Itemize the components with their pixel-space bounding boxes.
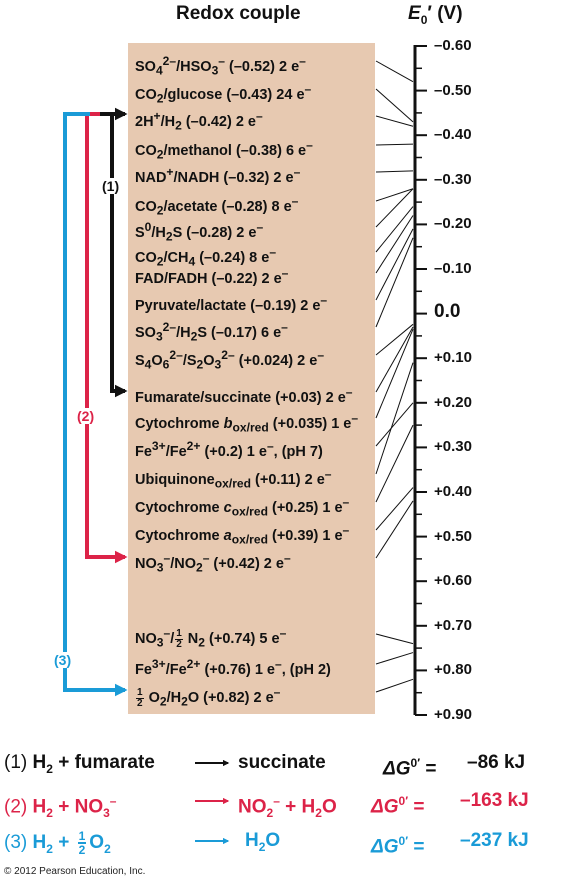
reaction-1-label: (1)	[4, 752, 28, 773]
connector-line	[375, 215, 414, 274]
couple-sulfate-bisulfite: SO42–/HSO3– (–0.52) 2 e–	[135, 54, 306, 78]
reaction-1-product: succinate	[238, 752, 326, 773]
reaction-2-product: NO2– + H2O	[238, 794, 337, 821]
couple-co2-ch4: CO2/CH4 (–0.24) 8 e–	[135, 245, 277, 269]
scale-tick-label: +0.50	[434, 527, 472, 545]
reaction-3: (3) H2 + 1 2 O2	[4, 829, 111, 857]
couple-fe3-fe2-ph2: Fe3+/Fe2+ (+0.76) 1 e–, (pH 2)	[135, 657, 331, 678]
reaction-3-dg-value: –237 kJ	[460, 830, 529, 851]
couple-cytochrome-c: Cytochrome cox/red (+0.25) 1 e–	[135, 495, 350, 519]
scale-ticks	[415, 45, 427, 716]
connector-line	[375, 326, 414, 393]
connector-line	[375, 188, 414, 202]
path-1-arrow	[110, 114, 128, 398]
couple-fumarate-succinate: Fumarate/succinate (+0.03) 2 e–	[135, 385, 353, 406]
connector-line	[375, 487, 414, 531]
connector-line	[375, 237, 414, 328]
couple-co2-glucose: CO2/glucose (–0.43) 24 e–	[135, 82, 312, 106]
scale-tick-label: –0.60	[434, 37, 472, 54]
path-3-arrow	[63, 112, 128, 697]
reaction-1: (1) H2 + fumarate	[4, 752, 155, 776]
couple-fad-fadh: FAD/FADH (–0.22) 2 e–	[135, 266, 289, 287]
scale-tick-label: +0.30	[434, 438, 472, 456]
reaction-2-dg: ΔG0′ =	[371, 794, 425, 818]
reaction-3-dg: ΔG0′ =	[371, 834, 425, 858]
e0-header: E0′ (V)	[408, 3, 463, 27]
scale-tick-label: –0.10	[434, 260, 472, 277]
connector-line	[375, 143, 414, 146]
connector-line	[375, 115, 414, 127]
scale-tick-label: +0.10	[434, 349, 472, 367]
couple-nitrate-n2: NO3–/1 2 N2 (+0.74) 5 e–	[135, 626, 287, 650]
scale-tick-label: +0.70	[434, 616, 472, 634]
connector-line	[375, 60, 414, 83]
scale-tick-label: +0.90	[434, 706, 472, 723]
e0-subscript: 0	[420, 12, 428, 27]
scale-tick-label: –0.40	[434, 126, 472, 144]
connector-line	[375, 323, 414, 356]
reaction-2-label: (2)	[4, 796, 28, 818]
couple-cytochrome-b: Cytochrome box/red (+0.035) 1 e–	[135, 411, 359, 435]
copyright: © 2012 Pearson Education, Inc.	[4, 866, 146, 877]
couple-cytochrome-a: Cytochrome aox/red (+0.39) 1 e–	[135, 523, 350, 547]
couple-co2-acetate: CO2/acetate (–0.28) 8 e–	[135, 194, 299, 218]
connector-line	[375, 402, 414, 447]
connector-line	[375, 500, 414, 559]
couple-nad-nadh: NAD+/NADH (–0.32) 2 e–	[135, 165, 301, 186]
connector-line	[375, 678, 414, 693]
scale-tick-label: 0.0	[434, 300, 461, 322]
connector-line	[375, 633, 414, 645]
scale-tick-label: +0.20	[434, 393, 472, 411]
connector-line	[375, 329, 414, 419]
path-2-arrow	[85, 112, 128, 564]
couple-ubiquinone: Ubiquinoneox/red (+0.11) 2 e–	[135, 467, 332, 491]
connector-line	[375, 188, 414, 228]
path-3-label: (3)	[53, 652, 73, 668]
reaction-1-dg-value: –86 kJ	[467, 752, 526, 773]
e0-symbol: E	[408, 3, 421, 24]
scale-tick-label: +0.80	[434, 661, 472, 679]
redox-couple-header: Redox couple	[176, 3, 301, 24]
scale-tick-label: +0.40	[434, 483, 472, 500]
couple-pyruvate-lactate: Pyruvate/lactate (–0.19) 2 e–	[135, 293, 328, 314]
scale-tick-label: –0.20	[434, 215, 472, 233]
couple-h-h2: 2H+/H2 (–0.42) 2 e–	[135, 109, 263, 133]
connector-line	[375, 88, 414, 123]
scale-tick-label: +0.60	[434, 572, 472, 590]
connector-lines	[375, 60, 414, 693]
reaction-2-dg-value: –163 kJ	[460, 790, 529, 811]
reaction-3-product: H2O	[245, 830, 281, 854]
connector-line	[375, 362, 414, 475]
scale-tick-label: –0.50	[434, 81, 472, 99]
couple-s0-h2s: S0/H2S (–0.28) 2 e–	[135, 220, 264, 244]
couple-tetrathionate-thiosulfate: S4O62–/S2O32– (+0.024) 2 e–	[135, 348, 325, 372]
couple-sulfite-h2s: SO32–/H2S (–0.17) 6 e–	[135, 320, 288, 344]
couple-fe3-fe2-ph7: Fe3+/Fe2+ (+0.2) 1 e–, (pH 7)	[135, 439, 323, 460]
connector-line	[375, 424, 414, 503]
connector-line	[375, 228, 414, 301]
couple-nitrate-nitrite: NO3–/NO2– (+0.42) 2 e–	[135, 551, 291, 575]
scale-tick-label: –0.30	[434, 170, 472, 188]
connector-line	[375, 206, 414, 253]
couple-co2-methanol: CO2/methanol (–0.38) 6 e–	[135, 138, 313, 162]
redox-couple-panel	[128, 43, 375, 714]
reaction-3-label: (3)	[4, 832, 28, 854]
e0-unit: (V)	[437, 3, 463, 24]
connector-line	[375, 170, 414, 173]
path-2-label: (2)	[76, 408, 96, 424]
e0-prime: ′	[427, 3, 432, 24]
path-1-label: (1)	[101, 178, 121, 194]
connector-line	[375, 652, 414, 665]
reaction-1-dg: ΔG0′ =	[383, 756, 437, 780]
reaction-2: (2) H2 + NO3–	[4, 794, 117, 821]
